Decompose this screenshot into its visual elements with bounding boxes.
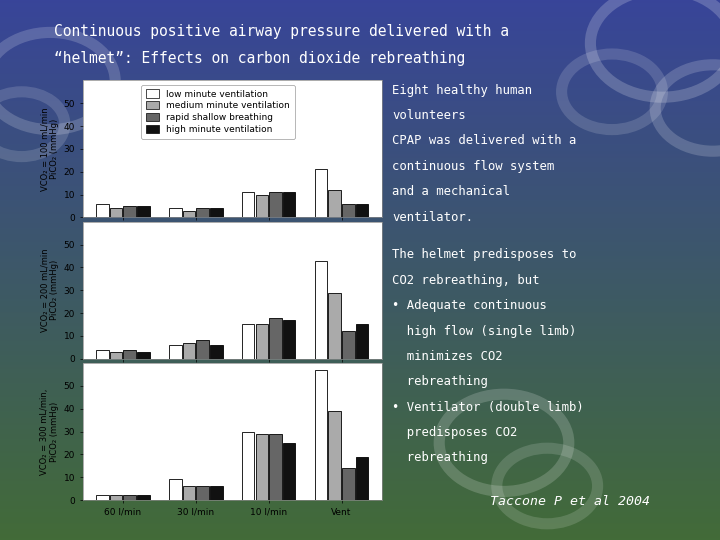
- Text: high flow (single limb): high flow (single limb): [392, 325, 577, 338]
- Bar: [183, 487, 195, 500]
- Bar: [328, 411, 341, 500]
- Bar: [109, 208, 122, 218]
- Bar: [269, 192, 282, 218]
- Text: ventilator.: ventilator.: [392, 211, 474, 224]
- Bar: [123, 349, 136, 359]
- Bar: [269, 434, 282, 500]
- Text: • Adequate continuous: • Adequate continuous: [392, 299, 547, 312]
- Bar: [256, 434, 268, 500]
- Bar: [328, 293, 341, 359]
- Bar: [210, 487, 222, 500]
- Bar: [356, 457, 369, 500]
- Text: CO2 rebreathing, but: CO2 rebreathing, but: [392, 274, 540, 287]
- Bar: [342, 204, 355, 218]
- Bar: [315, 261, 328, 359]
- Bar: [242, 325, 254, 359]
- Bar: [137, 496, 150, 500]
- Bar: [210, 345, 222, 359]
- Text: predisposes CO2: predisposes CO2: [392, 426, 518, 439]
- Bar: [256, 325, 268, 359]
- Text: “helmet”: Effects on carbon dioxide rebreathing: “helmet”: Effects on carbon dioxide rebr…: [54, 51, 465, 66]
- Bar: [183, 343, 195, 359]
- Bar: [197, 341, 209, 359]
- Text: continuous flow system: continuous flow system: [392, 160, 554, 173]
- Bar: [169, 345, 181, 359]
- Bar: [197, 208, 209, 218]
- Bar: [356, 204, 369, 218]
- Y-axis label: VCO₂ = 300 mL/min,
PiCO₂ (mmHg): VCO₂ = 300 mL/min, PiCO₂ (mmHg): [40, 388, 60, 475]
- Text: CPAP was delivered with a: CPAP was delivered with a: [392, 134, 577, 147]
- Bar: [342, 468, 355, 500]
- Bar: [96, 349, 109, 359]
- Legend: low minute ventilation, medium minute ventilation, rapid shallow breathing, high: low minute ventilation, medium minute ve…: [141, 85, 294, 139]
- Bar: [183, 211, 195, 218]
- Bar: [315, 370, 328, 500]
- Bar: [169, 208, 181, 218]
- Bar: [269, 318, 282, 359]
- Bar: [283, 443, 295, 500]
- Text: volunteers: volunteers: [392, 109, 466, 122]
- Bar: [109, 496, 122, 500]
- Bar: [96, 496, 109, 500]
- Bar: [256, 194, 268, 218]
- Bar: [169, 480, 181, 500]
- Text: and a mechanical: and a mechanical: [392, 185, 510, 198]
- Bar: [328, 190, 341, 218]
- Bar: [356, 325, 369, 359]
- Bar: [137, 206, 150, 218]
- Bar: [210, 208, 222, 218]
- Text: Continuous positive airway pressure delivered with a: Continuous positive airway pressure deli…: [54, 24, 509, 39]
- Text: rebreathing: rebreathing: [392, 451, 488, 464]
- Y-axis label: VCO₂ = 200 mL/min
PiCO₂ (mmHg): VCO₂ = 200 mL/min PiCO₂ (mmHg): [40, 248, 60, 332]
- Bar: [123, 496, 136, 500]
- Bar: [197, 487, 209, 500]
- Bar: [283, 320, 295, 359]
- Text: minimizes CO2: minimizes CO2: [392, 350, 503, 363]
- Text: The helmet predisposes to: The helmet predisposes to: [392, 248, 577, 261]
- Y-axis label: VCO₂ = 100 mL/min
PiCO₂ (mmHg): VCO₂ = 100 mL/min PiCO₂ (mmHg): [40, 107, 60, 191]
- Text: rebreathing: rebreathing: [392, 375, 488, 388]
- Bar: [137, 352, 150, 359]
- Text: • Ventilator (double limb): • Ventilator (double limb): [392, 401, 584, 414]
- Bar: [242, 192, 254, 218]
- Bar: [315, 170, 328, 218]
- Text: Eight healthy human: Eight healthy human: [392, 84, 533, 97]
- Bar: [342, 332, 355, 359]
- Bar: [109, 352, 122, 359]
- Bar: [283, 192, 295, 218]
- Text: Taccone P et al 2004: Taccone P et al 2004: [490, 495, 649, 508]
- Bar: [96, 204, 109, 218]
- Bar: [123, 206, 136, 218]
- Bar: [242, 431, 254, 500]
